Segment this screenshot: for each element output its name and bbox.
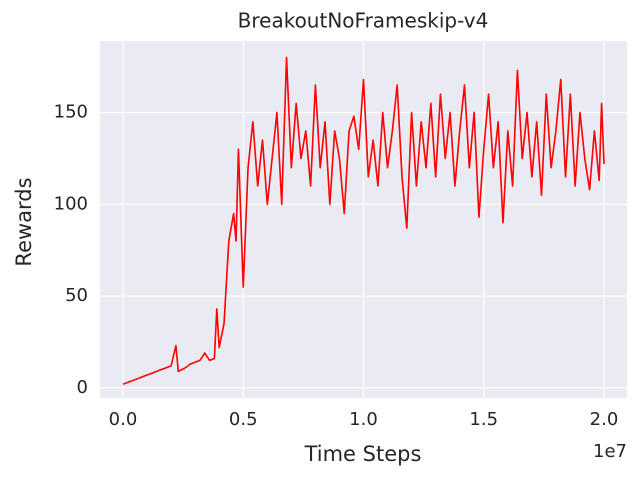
y-tick-label: 150 bbox=[54, 102, 88, 123]
x-tick-label: 0.0 bbox=[109, 409, 138, 430]
x-tick-label: 2.0 bbox=[590, 409, 619, 430]
y-tick-label: 0 bbox=[77, 377, 88, 398]
x-offset-label: 1e7 bbox=[593, 441, 627, 462]
x-tick-label: 1.0 bbox=[349, 409, 378, 430]
y-axis-label: Rewards bbox=[12, 177, 36, 266]
chart-title: BreakoutNoFrameskip-v4 bbox=[238, 9, 489, 33]
grid bbox=[100, 41, 627, 398]
data-line bbox=[122, 56, 605, 385]
x-tick-label: 1.5 bbox=[469, 409, 498, 430]
y-tick-label: 50 bbox=[65, 285, 88, 306]
x-tick-label: 0.5 bbox=[229, 409, 258, 430]
x-axis-label: Time Steps bbox=[304, 442, 422, 466]
y-tick-label: 100 bbox=[54, 193, 88, 214]
marks bbox=[122, 56, 605, 385]
